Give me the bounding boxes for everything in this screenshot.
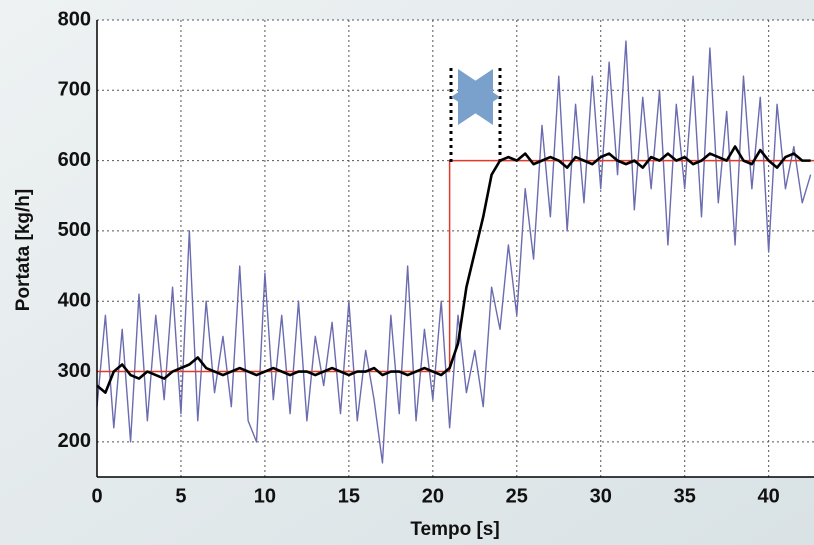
x-tick-label: 25 — [506, 485, 528, 507]
y-tick-label: 700 — [58, 79, 91, 101]
x-tick-label: 40 — [758, 485, 780, 507]
x-axis-label: Tempo [s] — [410, 519, 499, 540]
x-tick-label: 30 — [590, 485, 612, 507]
plot-area — [97, 20, 814, 477]
data-line — [96, 40, 812, 464]
x-tick-label: 15 — [338, 485, 360, 507]
y-tick-label: 800 — [58, 8, 91, 30]
y-tick-label: 400 — [58, 290, 91, 312]
x-tick-label: 20 — [422, 485, 444, 507]
x-tick-label: 10 — [254, 485, 276, 507]
data-line — [96, 145, 811, 394]
y-tick-label: 500 — [58, 219, 91, 241]
y-tick-label: 300 — [58, 360, 91, 382]
x-tick-label: 35 — [674, 485, 696, 507]
y-tick-label: 600 — [58, 149, 91, 171]
y-tick-label: 200 — [58, 430, 91, 452]
y-axis-label: Portata [kg/h] — [13, 189, 34, 311]
x-tick-label: 5 — [175, 485, 186, 507]
x-tick-label: 0 — [91, 485, 102, 507]
